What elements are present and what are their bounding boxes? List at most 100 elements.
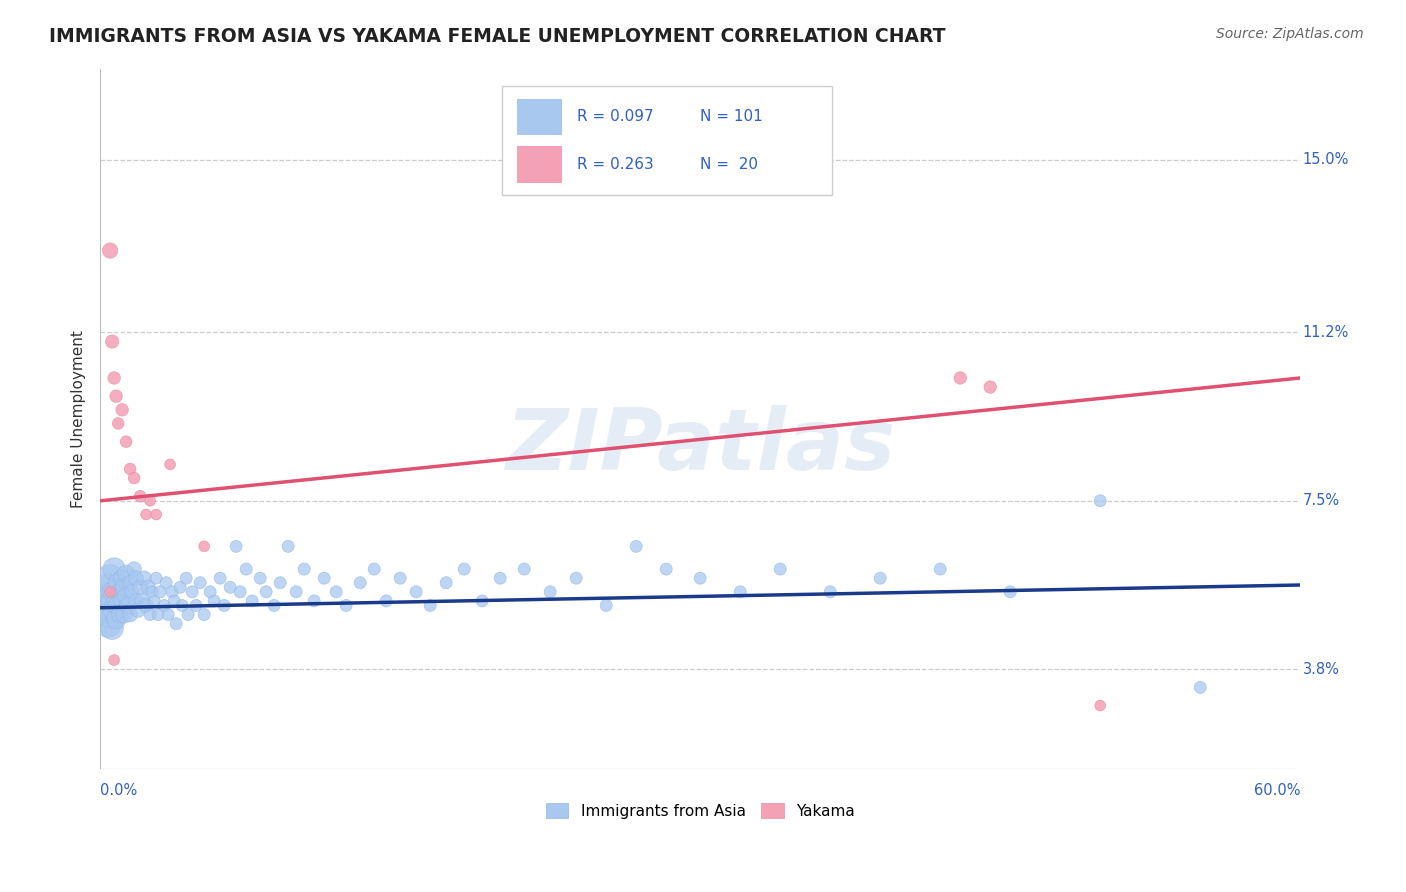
Point <box>198 584 221 599</box>
Point <box>193 539 215 553</box>
Point <box>172 599 194 613</box>
Point <box>419 599 441 613</box>
Point <box>538 584 561 599</box>
Point <box>565 571 588 585</box>
Point <box>314 571 336 585</box>
Point <box>389 571 412 585</box>
Point <box>325 584 347 599</box>
Point <box>489 571 512 585</box>
Point <box>105 389 128 403</box>
Point <box>125 594 148 608</box>
Point <box>112 607 135 622</box>
Point <box>108 584 131 599</box>
Point <box>121 584 143 599</box>
Point <box>97 616 120 631</box>
Point <box>269 575 291 590</box>
Point <box>624 539 647 553</box>
Point <box>160 584 183 599</box>
Point <box>115 590 138 604</box>
Point <box>111 402 134 417</box>
Point <box>107 599 129 613</box>
Point <box>186 599 208 613</box>
Text: N = 101: N = 101 <box>700 110 763 124</box>
Point <box>405 584 427 599</box>
Point <box>818 584 841 599</box>
Point <box>979 380 1001 394</box>
Point <box>375 594 398 608</box>
Point <box>929 562 952 576</box>
Point <box>225 539 247 553</box>
Point <box>125 571 148 585</box>
Point <box>103 653 125 667</box>
Text: N =  20: N = 20 <box>700 157 758 172</box>
Point <box>115 434 138 449</box>
FancyBboxPatch shape <box>516 99 562 135</box>
Point <box>188 575 211 590</box>
Point <box>120 575 142 590</box>
Point <box>103 371 125 385</box>
Text: 15.0%: 15.0% <box>1303 152 1348 167</box>
Text: IMMIGRANTS FROM ASIA VS YAKAMA FEMALE UNEMPLOYMENT CORRELATION CHART: IMMIGRANTS FROM ASIA VS YAKAMA FEMALE UN… <box>49 27 946 45</box>
Point <box>177 607 200 622</box>
Point <box>135 508 157 522</box>
Text: 11.2%: 11.2% <box>1303 325 1348 340</box>
Point <box>111 571 134 585</box>
Point <box>155 575 177 590</box>
Point <box>277 539 299 553</box>
Point <box>98 584 121 599</box>
Point <box>129 489 152 503</box>
Point <box>117 599 139 613</box>
Point <box>139 607 162 622</box>
Point <box>513 562 536 576</box>
Point <box>249 571 271 585</box>
Point <box>235 562 257 576</box>
Y-axis label: Female Unemployment: Female Unemployment <box>72 330 86 508</box>
Point <box>163 594 186 608</box>
Point <box>143 594 166 608</box>
Point <box>98 607 121 622</box>
Point <box>146 607 169 622</box>
Point <box>869 571 891 585</box>
Point <box>193 607 215 622</box>
Point <box>120 462 142 476</box>
Text: R = 0.097: R = 0.097 <box>576 110 654 124</box>
Point <box>655 562 678 576</box>
Point <box>127 603 149 617</box>
Point <box>153 599 176 613</box>
Point <box>120 607 142 622</box>
Text: R = 0.263: R = 0.263 <box>576 157 654 172</box>
Point <box>103 603 125 617</box>
Point <box>254 584 277 599</box>
Point <box>434 575 457 590</box>
Point <box>103 584 125 599</box>
Text: ZIPatlas: ZIPatlas <box>505 406 896 489</box>
Point <box>159 458 181 472</box>
Point <box>111 594 134 608</box>
Point <box>112 580 135 594</box>
Point <box>595 599 617 613</box>
Point <box>769 562 792 576</box>
Point <box>122 471 145 485</box>
Point <box>1000 584 1022 599</box>
Point <box>139 493 162 508</box>
Point <box>97 580 120 594</box>
Point <box>349 575 371 590</box>
Point <box>103 562 125 576</box>
Point <box>149 584 172 599</box>
Point <box>134 571 156 585</box>
Point <box>212 599 235 613</box>
Point <box>136 580 159 594</box>
Text: 7.5%: 7.5% <box>1303 493 1340 508</box>
Point <box>145 571 167 585</box>
Point <box>98 571 121 585</box>
Point <box>108 607 131 622</box>
Point <box>174 571 197 585</box>
FancyBboxPatch shape <box>502 86 832 194</box>
Point <box>105 594 128 608</box>
Text: Source: ZipAtlas.com: Source: ZipAtlas.com <box>1216 27 1364 41</box>
Point <box>129 580 152 594</box>
Point <box>263 599 285 613</box>
Point <box>101 621 124 635</box>
Point <box>94 599 117 613</box>
Point <box>285 584 308 599</box>
